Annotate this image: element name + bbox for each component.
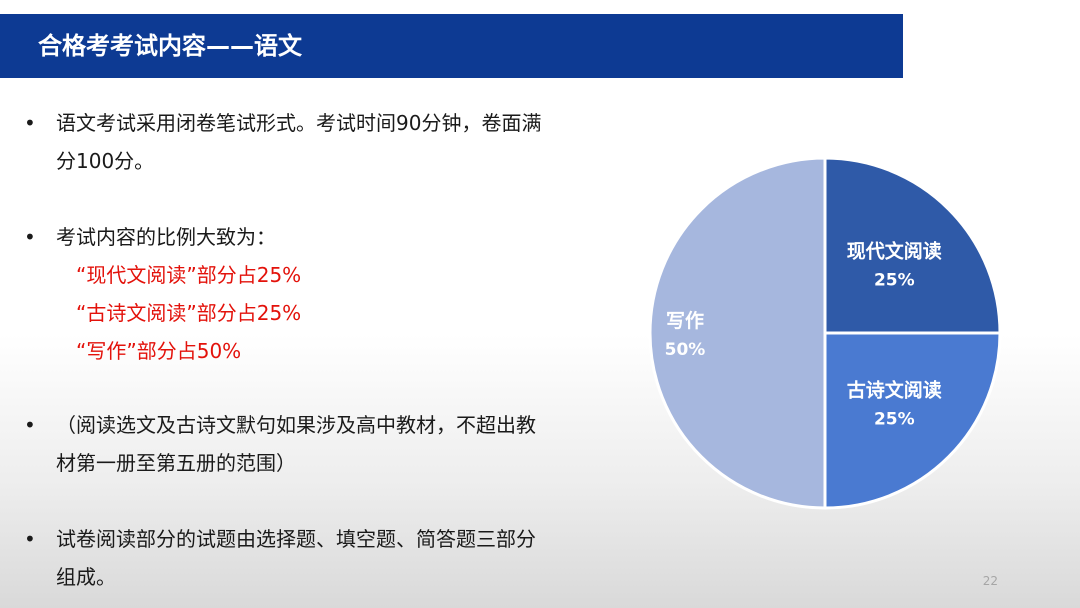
- ratio-classical-reading: “古诗文阅读”部分占25%: [76, 301, 302, 325]
- bullet-4-line-1: 试卷阅读部分的试题由选择题、填空题、简答题三部分: [56, 527, 536, 551]
- bullet-marker: •: [24, 413, 36, 437]
- bullet-marker: •: [24, 225, 36, 249]
- pie-slice-value-label: 50%: [665, 340, 706, 360]
- pie-chart: 现代文阅读 25% 古诗文阅读 25% 写作 50%: [648, 156, 1002, 510]
- bullet-1-line-1: 语文考试采用闭卷笔试形式。考试时间90分钟，卷面满: [56, 111, 542, 135]
- bullet-list: • 语文考试采用闭卷笔试形式。考试时间90分钟，卷面满 分100分。 • 考试内…: [24, 111, 542, 589]
- bullet-3-line-2: 材第一册至第五册的范围）: [56, 451, 296, 475]
- title-bar: 合格考考试内容——语文: [0, 14, 903, 78]
- pie-slice-label: 现代文阅读: [847, 240, 942, 263]
- bullet-marker: •: [24, 111, 36, 135]
- ratio-modern-reading: “现代文阅读”部分占25%: [76, 263, 302, 287]
- pie-slice-label: 古诗文阅读: [847, 378, 942, 401]
- page-number: 22: [982, 574, 998, 588]
- pie-slice-1: [823, 156, 1002, 335]
- bullet-4-line-2: 组成。: [56, 565, 116, 589]
- pie-slice-label: 写作: [666, 309, 704, 332]
- slide-title: 合格考考试内容——语文: [38, 32, 302, 60]
- pie-slice-value-label: 25%: [874, 409, 915, 429]
- pie-slice-value-label: 25%: [874, 271, 915, 291]
- ratio-writing: “写作”部分占50%: [76, 339, 242, 363]
- pie-slice-2: [823, 331, 1002, 510]
- bullet-2-line-1: 考试内容的比例大致为：: [56, 225, 276, 249]
- pie-slice-3: [648, 156, 827, 510]
- bullet-3-line-1: （阅读选文及古诗文默句如果涉及高中教材，不超出教: [56, 413, 536, 437]
- bullet-marker: •: [24, 527, 36, 551]
- bullet-1-line-2: 分100分。: [56, 149, 155, 173]
